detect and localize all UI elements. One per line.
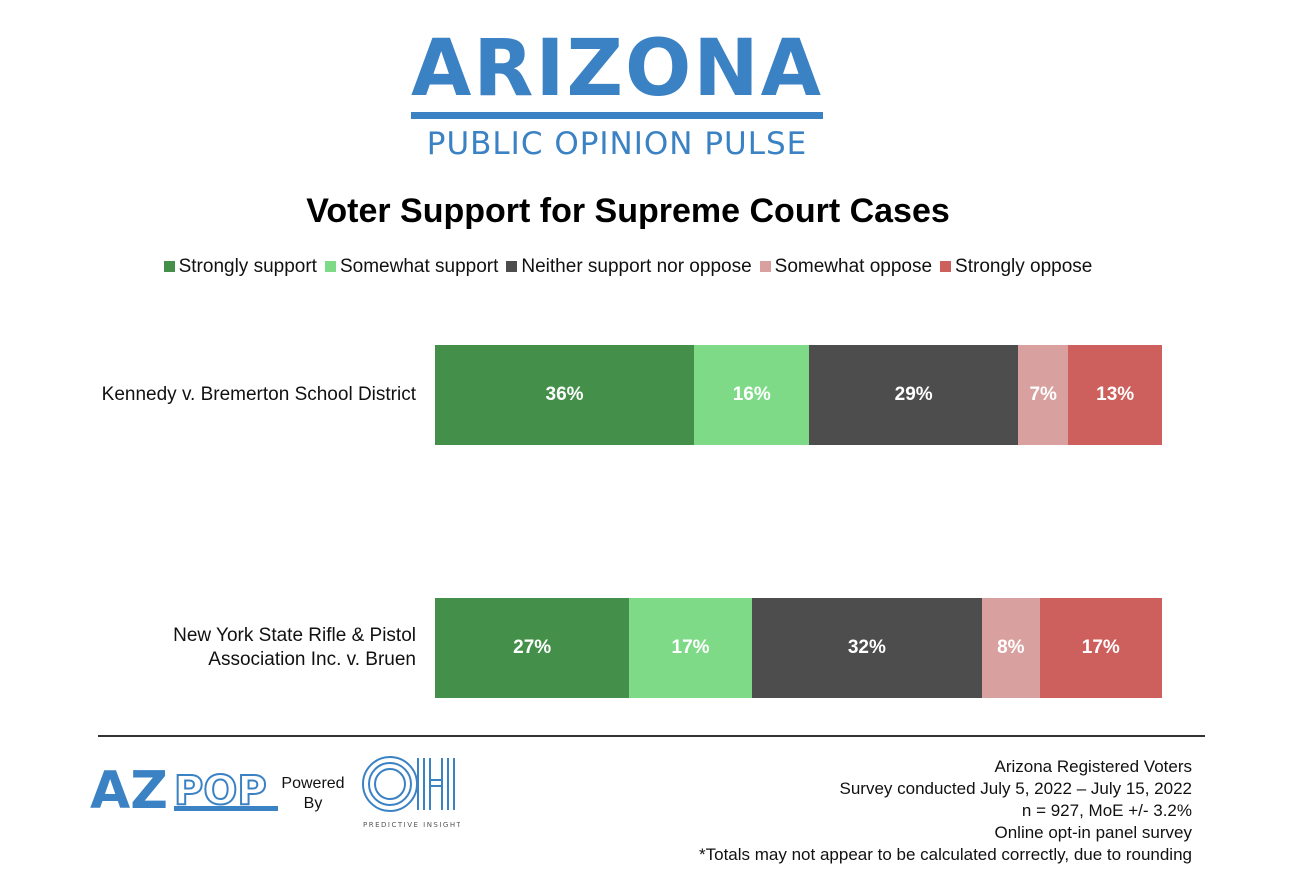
legend-label: Strongly oppose xyxy=(955,256,1093,277)
bar-segment: 7% xyxy=(1018,345,1069,445)
brand-divider xyxy=(411,112,823,119)
powered-by-label: Powered By xyxy=(280,774,346,814)
chart-legend: Strongly support Somewhat support Neither … xyxy=(0,256,1256,278)
legend-swatch xyxy=(940,261,952,272)
legend-swatch xyxy=(324,261,336,272)
powered-by-line-1: Powered xyxy=(281,775,345,792)
data-label: 17% xyxy=(1081,637,1120,658)
azpop-logo-underline xyxy=(174,806,278,811)
data-label: 32% xyxy=(847,637,886,658)
legend-item: Strongly oppose xyxy=(940,256,1092,278)
bar-segment: 29% xyxy=(809,345,1019,445)
chart-title: Voter Support for Supreme Court Cases xyxy=(306,192,950,230)
legend-swatch xyxy=(163,261,175,272)
survey-note-line: Online opt-in panel survey xyxy=(994,823,1192,842)
survey-notes: Arizona Registered Voters Survey conducte… xyxy=(699,756,1192,866)
survey-note-line: *Totals may not appear to be calculated … xyxy=(699,845,1192,864)
oh-monogram xyxy=(362,756,455,812)
azpop-logo-pop: POP xyxy=(174,768,267,812)
category-label-line: New York State Rifle & Pistol xyxy=(173,625,416,646)
data-label: 16% xyxy=(732,384,771,405)
category-label-line: Association Inc. v. Bruen xyxy=(208,649,416,670)
bar-row: 36% 16% 29% 7% 13% xyxy=(435,345,1162,445)
category-label-line: Kennedy v. Bremerton School District xyxy=(101,384,416,405)
bar-segment: 17% xyxy=(629,598,752,698)
data-label: 7% xyxy=(1029,384,1057,405)
legend-label: Somewhat oppose xyxy=(774,256,933,277)
brand-logo: ARIZONA PUBLIC OPINION PULSE xyxy=(411,30,823,161)
legend-label: Strongly support xyxy=(178,256,317,277)
category-label: New York State Rifle & Pistol Association… xyxy=(60,624,416,672)
bar-segment: 36% xyxy=(435,345,695,445)
brand-header: ARIZONA PUBLIC OPINION PULSE xyxy=(0,30,1306,161)
brand-subtitle: PUBLIC OPINION PULSE xyxy=(426,126,808,162)
category-label: Kennedy v. Bremerton School District xyxy=(60,383,416,407)
bar-row: 27% 17% 32% 8% 17% xyxy=(435,598,1162,698)
data-label: 36% xyxy=(545,384,584,405)
legend-item: Neither support nor oppose xyxy=(506,256,752,278)
survey-note-line: Survey conducted July 5, 2022 – July 15,… xyxy=(839,779,1192,798)
footer-divider xyxy=(98,735,1205,737)
bar-segment: 32% xyxy=(751,598,983,698)
bar-segment: 8% xyxy=(982,598,1040,698)
legend-swatch xyxy=(506,261,518,272)
legend-item: Somewhat support xyxy=(324,256,499,278)
survey-note-line: n = 927, MoE +/- 3.2% xyxy=(1021,801,1192,820)
bar-segment: 13% xyxy=(1068,345,1162,445)
powered-by-line-2: By xyxy=(303,795,323,812)
bar-segment: 27% xyxy=(435,598,630,698)
data-label: 8% xyxy=(997,637,1025,658)
azpop-logo: AZ POP xyxy=(90,762,278,812)
legend-item: Strongly support xyxy=(163,256,317,278)
data-label: 13% xyxy=(1096,384,1135,405)
bar-segment: 17% xyxy=(1039,598,1162,698)
data-label: 29% xyxy=(894,384,933,405)
oh-predictive-insights-logo: PREDICTIVE INSIGHTS xyxy=(362,756,460,829)
legend-swatch xyxy=(759,261,771,272)
legend-label: Neither support nor oppose xyxy=(521,256,752,277)
partner-logo-text: PREDICTIVE INSIGHTS xyxy=(363,821,460,829)
data-label: 17% xyxy=(671,637,710,658)
azpop-logo-az: AZ xyxy=(90,762,168,812)
bar-segment: 16% xyxy=(694,345,810,445)
legend-label: Somewhat support xyxy=(339,256,499,277)
legend-item: Somewhat oppose xyxy=(759,256,933,278)
survey-note-line: Arizona Registered Voters xyxy=(994,757,1193,776)
brand-title: ARIZONA xyxy=(411,24,823,114)
data-label: 27% xyxy=(513,637,552,658)
